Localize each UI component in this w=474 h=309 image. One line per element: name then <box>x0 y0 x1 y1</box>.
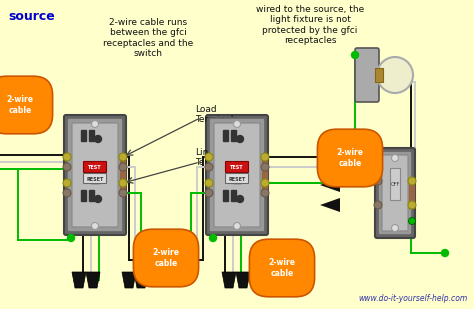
Text: RESET: RESET <box>228 176 246 181</box>
Circle shape <box>63 189 71 197</box>
Circle shape <box>374 177 382 185</box>
Text: 2-wire
cable: 2-wire cable <box>337 148 364 168</box>
Circle shape <box>261 163 269 171</box>
Polygon shape <box>134 272 148 288</box>
Circle shape <box>210 235 217 242</box>
Bar <box>262 160 267 190</box>
FancyBboxPatch shape <box>72 123 118 227</box>
Bar <box>375 68 383 82</box>
Text: TEST: TEST <box>230 164 244 170</box>
Circle shape <box>94 136 101 142</box>
Circle shape <box>119 179 127 187</box>
Circle shape <box>63 153 71 161</box>
Polygon shape <box>236 272 250 288</box>
Circle shape <box>67 235 74 242</box>
Circle shape <box>261 189 269 197</box>
Circle shape <box>377 57 413 93</box>
Polygon shape <box>122 272 136 288</box>
Circle shape <box>261 153 269 161</box>
Text: OFF: OFF <box>391 181 400 187</box>
Bar <box>223 130 228 141</box>
Circle shape <box>409 218 416 225</box>
Circle shape <box>94 196 101 202</box>
Bar <box>91 172 99 183</box>
Bar <box>231 130 236 141</box>
FancyBboxPatch shape <box>378 151 412 235</box>
Circle shape <box>261 179 269 187</box>
Bar <box>81 190 86 201</box>
Polygon shape <box>320 178 340 192</box>
Polygon shape <box>86 272 100 288</box>
FancyBboxPatch shape <box>226 162 248 172</box>
Circle shape <box>91 222 99 230</box>
FancyBboxPatch shape <box>226 173 248 184</box>
Circle shape <box>205 163 213 171</box>
Circle shape <box>234 121 240 128</box>
Bar <box>409 178 414 208</box>
Text: 2-wire
cable: 2-wire cable <box>153 248 180 268</box>
Circle shape <box>408 201 416 209</box>
Circle shape <box>205 189 213 197</box>
Circle shape <box>205 179 213 187</box>
Circle shape <box>352 52 358 58</box>
Circle shape <box>119 189 127 197</box>
FancyBboxPatch shape <box>83 162 107 172</box>
Circle shape <box>408 177 416 185</box>
FancyBboxPatch shape <box>355 48 379 102</box>
Text: wired to the source, the
light fixture is not
protected by the gfci
receptacles: wired to the source, the light fixture i… <box>256 5 364 45</box>
Circle shape <box>63 163 71 171</box>
Bar <box>231 190 236 201</box>
Text: Line
Terminals: Line Terminals <box>195 148 238 167</box>
FancyBboxPatch shape <box>214 123 260 227</box>
Polygon shape <box>72 272 86 288</box>
Text: 2-wire cable runs
between the gfci
receptacles and the
switch: 2-wire cable runs between the gfci recep… <box>103 18 193 58</box>
Circle shape <box>237 196 244 202</box>
Bar <box>89 190 94 201</box>
Bar <box>390 168 400 200</box>
Bar <box>81 130 86 141</box>
Text: RESET: RESET <box>86 176 104 181</box>
Text: 2-wire
cable: 2-wire cable <box>7 95 34 115</box>
FancyBboxPatch shape <box>83 173 107 184</box>
Circle shape <box>91 121 99 128</box>
Circle shape <box>374 201 382 209</box>
Circle shape <box>237 136 244 142</box>
Circle shape <box>63 179 71 187</box>
FancyBboxPatch shape <box>375 148 415 238</box>
Bar <box>233 172 241 183</box>
FancyBboxPatch shape <box>209 118 265 232</box>
Circle shape <box>441 249 448 256</box>
Circle shape <box>119 163 127 171</box>
Bar <box>223 190 228 201</box>
Text: 2-wire
cable: 2-wire cable <box>268 258 295 278</box>
Polygon shape <box>320 198 340 212</box>
Text: Load
Terminals: Load Terminals <box>195 105 238 125</box>
Bar <box>89 130 94 141</box>
Circle shape <box>205 153 213 161</box>
FancyBboxPatch shape <box>206 115 268 235</box>
Circle shape <box>392 225 399 231</box>
Polygon shape <box>222 272 236 288</box>
Bar <box>120 160 125 190</box>
Text: source: source <box>8 10 55 23</box>
Circle shape <box>392 154 399 162</box>
Text: TEST: TEST <box>88 164 102 170</box>
Circle shape <box>234 222 240 230</box>
FancyBboxPatch shape <box>382 155 408 231</box>
FancyBboxPatch shape <box>64 115 126 235</box>
Text: www.do-it-yourself-help.com: www.do-it-yourself-help.com <box>359 294 468 303</box>
Circle shape <box>119 153 127 161</box>
FancyBboxPatch shape <box>67 118 123 232</box>
